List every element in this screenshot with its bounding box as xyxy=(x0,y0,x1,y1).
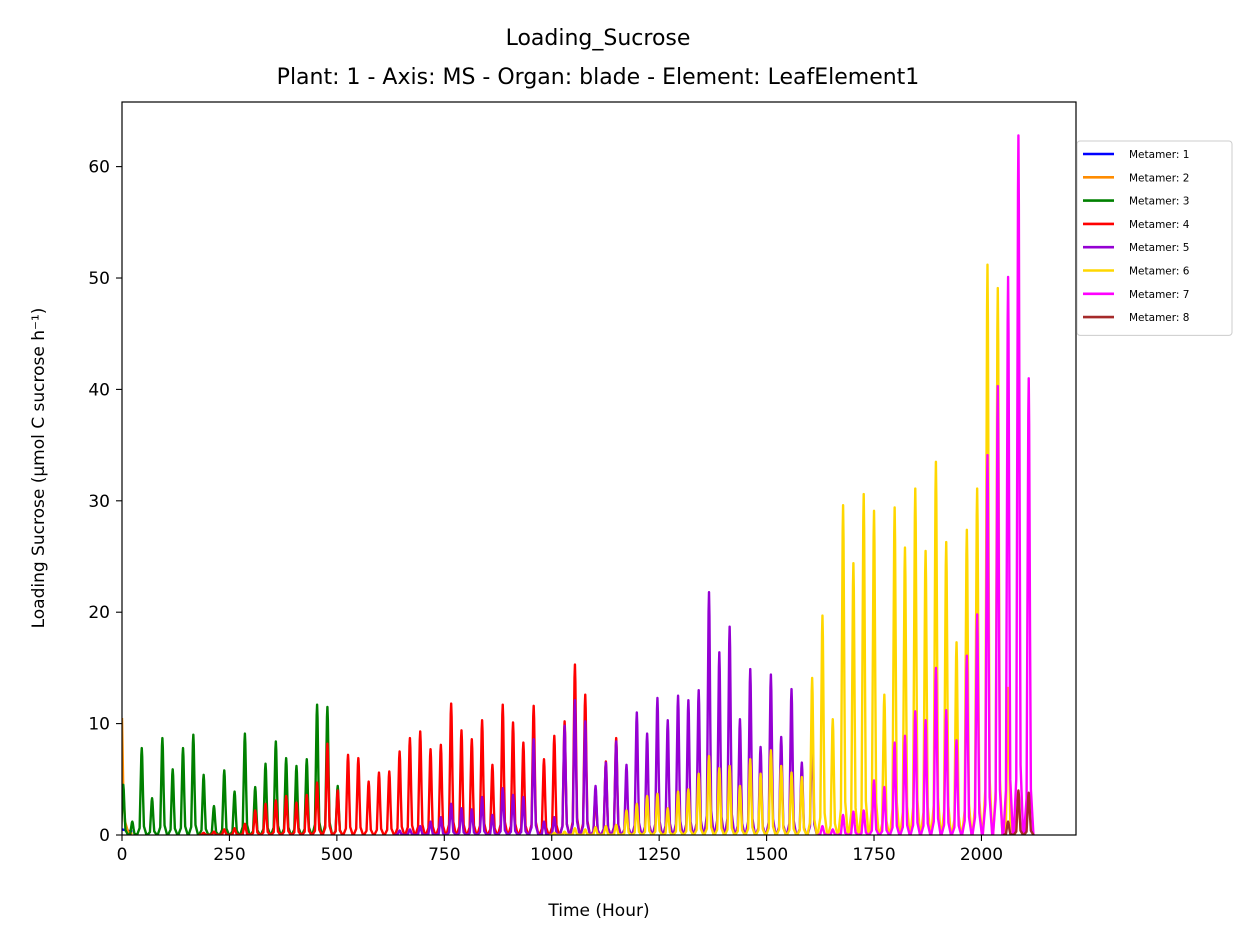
y-tick-label: 50 xyxy=(88,269,110,289)
y-axis-label: Loading Sucrose (µmol C sucrose h⁻¹) xyxy=(29,308,49,629)
x-tick-label: 750 xyxy=(428,845,460,865)
legend-label: Metamer: 7 xyxy=(1129,289,1189,301)
y-tick-label: 20 xyxy=(88,603,110,623)
y-tick-label: 60 xyxy=(88,158,110,178)
legend-label: Metamer: 2 xyxy=(1129,172,1189,184)
series-line-metamer-6 xyxy=(549,263,1025,835)
chart-subtitle: Plant: 1 - Axis: MS - Organ: blade - Ele… xyxy=(277,65,920,90)
y-tick-label: 40 xyxy=(88,380,110,400)
legend-label: Metamer: 3 xyxy=(1129,196,1189,208)
chart-title: Loading_Sucrose xyxy=(506,26,691,51)
series-line-metamer-4 xyxy=(198,663,623,835)
legend: Metamer: 1 Metamer: 2 Metamer: 3 Metamer: 4… xyxy=(1076,140,1233,336)
legend-label: Metamer: 8 xyxy=(1129,312,1189,324)
legend-label: Metamer: 6 xyxy=(1129,266,1190,278)
x-axis: 0 250 500 750 1000 1250 1500 1750 2000 xyxy=(117,835,1003,865)
series-line-metamer-8 xyxy=(1002,789,1035,835)
x-tick-label: 1750 xyxy=(852,845,895,865)
legend-label: Metamer: 1 xyxy=(1129,149,1189,161)
y-tick-label: 0 xyxy=(99,826,110,846)
x-tick-label: 1000 xyxy=(530,845,573,865)
x-axis-label: Time (Hour) xyxy=(547,901,649,921)
series-line-metamer-3 xyxy=(122,703,344,835)
plot-area xyxy=(121,101,1077,836)
legend-label: Metamer: 5 xyxy=(1129,242,1189,254)
x-tick-label: 250 xyxy=(213,845,245,865)
x-tick-label: 1250 xyxy=(638,845,681,865)
plot-frame xyxy=(121,101,1077,836)
y-axis: 0 10 20 30 40 50 60 xyxy=(88,158,122,846)
legend-box xyxy=(1076,140,1233,336)
x-tick-label: 1500 xyxy=(745,845,788,865)
x-tick-label: 500 xyxy=(321,845,353,865)
legend-label: Metamer: 4 xyxy=(1129,219,1190,231)
x-tick-label: 0 xyxy=(117,845,128,865)
series-line-metamer-7 xyxy=(817,134,1035,835)
y-tick-label: 10 xyxy=(88,715,110,735)
x-tick-label: 2000 xyxy=(960,845,1003,865)
series-layer xyxy=(122,134,1035,835)
y-tick-label: 30 xyxy=(88,492,110,512)
